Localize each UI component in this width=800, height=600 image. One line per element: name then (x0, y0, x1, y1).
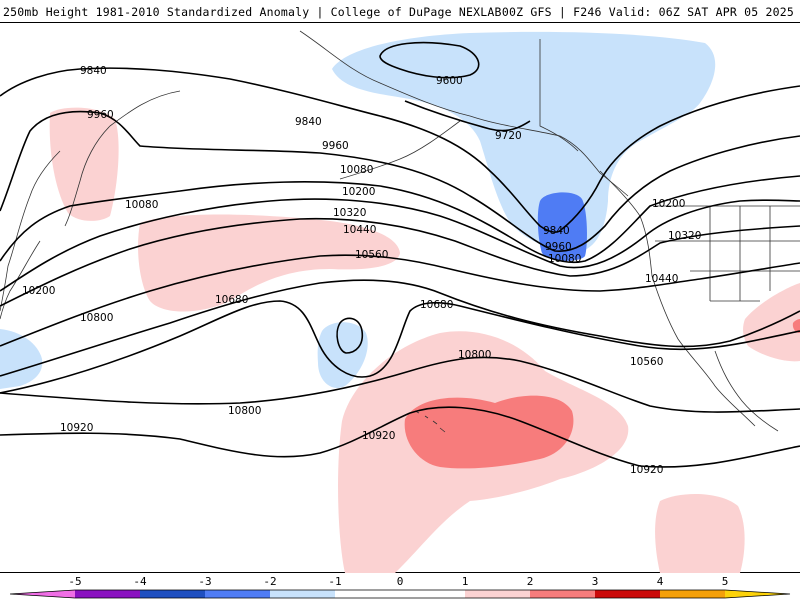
anomaly-shade-neg2-trough-core (537, 192, 587, 261)
negative-anomaly-shading (0, 31, 716, 389)
colorbar-tick-label: -5 (68, 575, 81, 588)
title-bar: 250mb Height 1981-2010 Standardized Anom… (0, 0, 800, 22)
colorbar-segment-pos1 (465, 590, 530, 598)
colorbar-segment-pos3 (595, 590, 660, 598)
contour-label: 10200 (342, 186, 375, 198)
contour-label: 10200 (652, 198, 685, 210)
contour-label: 9960 (322, 140, 349, 152)
colorbar-ticks: -5 -4 -3 -2 -1 0 1 2 3 4 5 (68, 575, 728, 588)
colorbar-tick-label: 3 (592, 575, 599, 588)
colorbar-segment-neutral-a (335, 590, 400, 598)
model-run-info: 00Z GFS | F246 Valid: 06Z SAT APR 05 202… (501, 5, 794, 19)
contour-10200 (0, 198, 800, 292)
contour-label: 10560 (630, 356, 663, 368)
contour-10320 (0, 217, 800, 307)
contour-9840-trough (561, 85, 800, 230)
anomaly-shade-neg1-cutoff (317, 322, 368, 389)
anomaly-shade-pos1-southeast (655, 494, 745, 573)
colorbar-tick-label: -4 (133, 575, 147, 588)
contour-label: 10800 (458, 349, 491, 361)
contour-label: 10800 (228, 405, 261, 417)
colorbar-tick-label: 1 (462, 575, 469, 588)
anomaly-shade-pos2-subtropical-core (404, 395, 574, 469)
contour-10440 (0, 254, 800, 347)
contour-label: 9960 (87, 109, 114, 121)
colorbar-tick-label: 4 (657, 575, 664, 588)
contour-label: 10680 (215, 294, 248, 306)
contour-label: 10800 (80, 312, 113, 324)
contour-label: 9840 (543, 225, 570, 237)
contour-9600 (379, 41, 480, 79)
contour-10680 (0, 300, 800, 394)
colorbar-segment-pos2 (530, 590, 595, 598)
contour-label: 10320 (668, 230, 701, 242)
contour-label: 10920 (362, 430, 395, 442)
contour-9840-west (0, 67, 563, 233)
contour-label: 9960 (545, 241, 572, 253)
coast-alaska-peninsula (339, 120, 461, 180)
colorbar: -5 -4 -3 -2 -1 0 1 2 3 4 5 (0, 573, 800, 600)
contour-label: 10920 (630, 464, 663, 476)
colorbar-segment-neg3 (140, 590, 205, 598)
colorbar-segment-neg4 (75, 590, 140, 598)
state-lines (655, 206, 800, 302)
colorbar-segment-neg1 (270, 590, 335, 598)
contour-9960 (0, 110, 800, 252)
colorbar-segments (9, 589, 791, 599)
anomaly-shade-pos2-mexico (792, 319, 800, 333)
colorbar-segment-neutral-b (400, 590, 465, 598)
contour-labels: 9840 9960 9840 9600 9720 9960 10080 1020… (22, 65, 701, 476)
contour-10560 (0, 279, 800, 377)
coast-east-asia (0, 150, 61, 312)
colorbar-tick-label: -1 (328, 575, 341, 588)
anomaly-shade-neg1-gulf-alaska (332, 31, 716, 252)
contour-10680-cutoff (336, 317, 364, 354)
colorbar-segment-neg5 (10, 590, 75, 598)
contour-label: 10680 (420, 299, 453, 311)
colorbar-tick-label: -3 (198, 575, 211, 588)
contour-label: 10560 (355, 249, 388, 261)
map-title: 250mb Height 1981-2010 Standardized Anom… (3, 5, 502, 19)
coast-baja (714, 350, 779, 432)
coast-alaska (299, 30, 629, 197)
contour-label: 9600 (436, 75, 463, 87)
contour-10080 (0, 175, 800, 264)
colorbar-segment-pos4 (660, 590, 725, 598)
contour-label: 9840 (80, 65, 107, 77)
anomaly-shade-neg1-west-edge (0, 329, 43, 389)
anomaly-shade-pos1-mexico (743, 283, 800, 362)
contour-10920 (0, 406, 800, 468)
border-alaska-canada (539, 39, 579, 152)
coast-hawaii (414, 410, 446, 433)
map-canvas: 9840 9960 9840 9600 9720 9960 10080 1020… (0, 30, 800, 573)
contour-label: 10440 (343, 224, 376, 236)
coast-japan (0, 240, 41, 320)
height-contours (0, 41, 800, 468)
positive-anomaly-shading (49, 107, 800, 573)
colorbar-tick-label: 2 (527, 575, 534, 588)
contour-label: 10080 (125, 199, 158, 211)
coast-us-west (651, 275, 756, 427)
contour-label: 10200 (22, 285, 55, 297)
map-panel: 9840 9960 9840 9600 9720 9960 10080 1020… (0, 22, 800, 573)
contour-label: 9840 (295, 116, 322, 128)
contour-label: 9720 (495, 130, 522, 142)
contour-label: 10320 (333, 207, 366, 219)
contour-label: 10080 (548, 253, 581, 265)
colorbar-segment-pos5 (725, 590, 790, 598)
contour-9720 (404, 100, 531, 132)
colorbar-canvas: -5 -4 -3 -2 -1 0 1 2 3 4 5 (9, 575, 791, 599)
colorbar-tick-label: 0 (397, 575, 404, 588)
contour-10800 (0, 356, 800, 413)
contour-label: 10440 (645, 273, 678, 285)
contour-label: 10080 (340, 164, 373, 176)
contour-label: 10920 (60, 422, 93, 434)
colorbar-tick-label: -2 (263, 575, 276, 588)
colorbar-outline (9, 589, 791, 599)
colorbar-tick-label: 5 (722, 575, 729, 588)
colorbar-segment-neg2 (205, 590, 270, 598)
